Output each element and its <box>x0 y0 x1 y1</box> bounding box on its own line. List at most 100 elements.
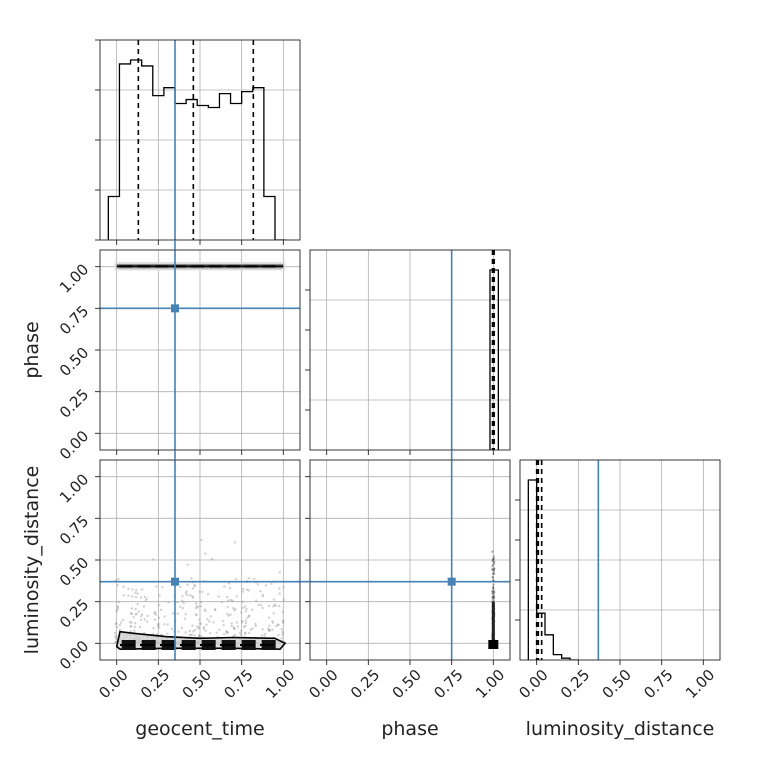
sample-point <box>234 608 237 611</box>
sample-point <box>193 584 196 587</box>
sample-point <box>114 635 117 638</box>
sample-point <box>239 633 243 636</box>
x-axis-label: phase <box>381 718 438 740</box>
sample-point <box>238 631 242 634</box>
sample-point <box>205 623 208 626</box>
sample-point <box>189 593 192 597</box>
sample-point <box>234 577 238 581</box>
sample-point <box>246 616 249 619</box>
sample-point <box>215 631 218 634</box>
sample-point <box>167 601 170 604</box>
sample-point <box>114 622 117 626</box>
sample-point <box>200 635 203 638</box>
sample-point <box>159 608 163 612</box>
sample-point <box>271 620 274 623</box>
sample-point <box>278 571 282 574</box>
sample-point <box>184 592 188 595</box>
sample-point <box>195 602 198 605</box>
x-tick-label: 0.00 <box>515 666 551 702</box>
sample-point <box>226 631 229 635</box>
sample-point <box>166 632 169 636</box>
sample-point <box>235 595 238 598</box>
sample-point <box>195 613 198 617</box>
sample-point <box>209 631 212 635</box>
sample-point <box>220 600 224 604</box>
panel-luminosity_distance-vs-luminosity_distance <box>515 459 721 665</box>
sample-point <box>170 627 174 631</box>
sample-point <box>232 626 236 629</box>
sample-point <box>491 550 494 553</box>
panel-contents <box>310 250 510 450</box>
sample-point <box>256 583 260 586</box>
sample-point <box>157 623 160 626</box>
sample-point <box>116 606 120 609</box>
panel-contents <box>100 460 300 660</box>
sample-point <box>264 632 267 636</box>
sample-point <box>190 634 193 637</box>
sample-point <box>491 592 495 595</box>
truth-marker <box>447 577 456 586</box>
panel-phase-vs-phase <box>305 249 511 455</box>
sample-point <box>144 599 147 602</box>
sample-point <box>233 541 237 544</box>
density-core <box>488 640 499 649</box>
sample-point <box>114 640 117 644</box>
sample-point <box>188 629 192 633</box>
sample-point <box>158 594 161 597</box>
sample-point <box>143 595 147 599</box>
sample-point <box>188 633 191 637</box>
sample-point <box>272 612 275 615</box>
sample-point <box>127 587 130 590</box>
sample-point <box>271 621 275 624</box>
sample-point <box>232 606 235 610</box>
sample-point <box>181 595 184 598</box>
sample-point <box>243 605 246 608</box>
sample-point <box>226 595 229 599</box>
sample-point <box>275 624 278 628</box>
sample-point <box>134 613 137 616</box>
sample-point <box>273 603 276 606</box>
sample-point <box>163 622 166 626</box>
sample-point <box>206 618 209 621</box>
sample-point <box>195 625 199 628</box>
sample-point <box>177 630 180 633</box>
x-tick-label: 0.25 <box>347 666 383 702</box>
sample-point <box>146 620 149 623</box>
histogram-geocent_time <box>107 59 287 240</box>
panel-contents <box>100 40 300 240</box>
sample-point <box>493 562 496 565</box>
sample-point <box>281 630 284 634</box>
sample-point <box>274 604 278 607</box>
sample-point <box>240 611 243 614</box>
x-tick-label: 0.25 <box>137 666 173 702</box>
sample-point <box>180 626 184 630</box>
sample-point <box>247 576 251 580</box>
sample-point <box>134 591 137 594</box>
sample-point <box>250 608 254 612</box>
y-tick-label: 0.75 <box>56 512 92 548</box>
sample-point <box>133 625 137 629</box>
sample-point <box>222 623 225 627</box>
sample-point <box>245 588 249 591</box>
sample-point <box>198 635 201 638</box>
sample-point <box>227 582 231 585</box>
sample-point <box>161 586 164 589</box>
sample-point <box>282 619 285 623</box>
sample-point <box>191 595 194 598</box>
y-axis-label: phase <box>21 321 43 378</box>
sample-point <box>199 623 202 626</box>
sample-point <box>196 605 200 608</box>
sample-point <box>197 627 200 630</box>
y-tick-label: 0.00 <box>56 427 92 463</box>
sample-point <box>271 628 274 631</box>
sample-point <box>194 613 198 616</box>
sample-point <box>191 587 195 590</box>
sample-point <box>154 611 157 614</box>
sample-point <box>492 572 495 575</box>
y-tick-label: 0.25 <box>56 385 92 421</box>
sample-point <box>281 610 285 614</box>
sample-point <box>118 623 121 627</box>
truth-marker <box>171 577 179 586</box>
sample-point <box>270 582 273 585</box>
